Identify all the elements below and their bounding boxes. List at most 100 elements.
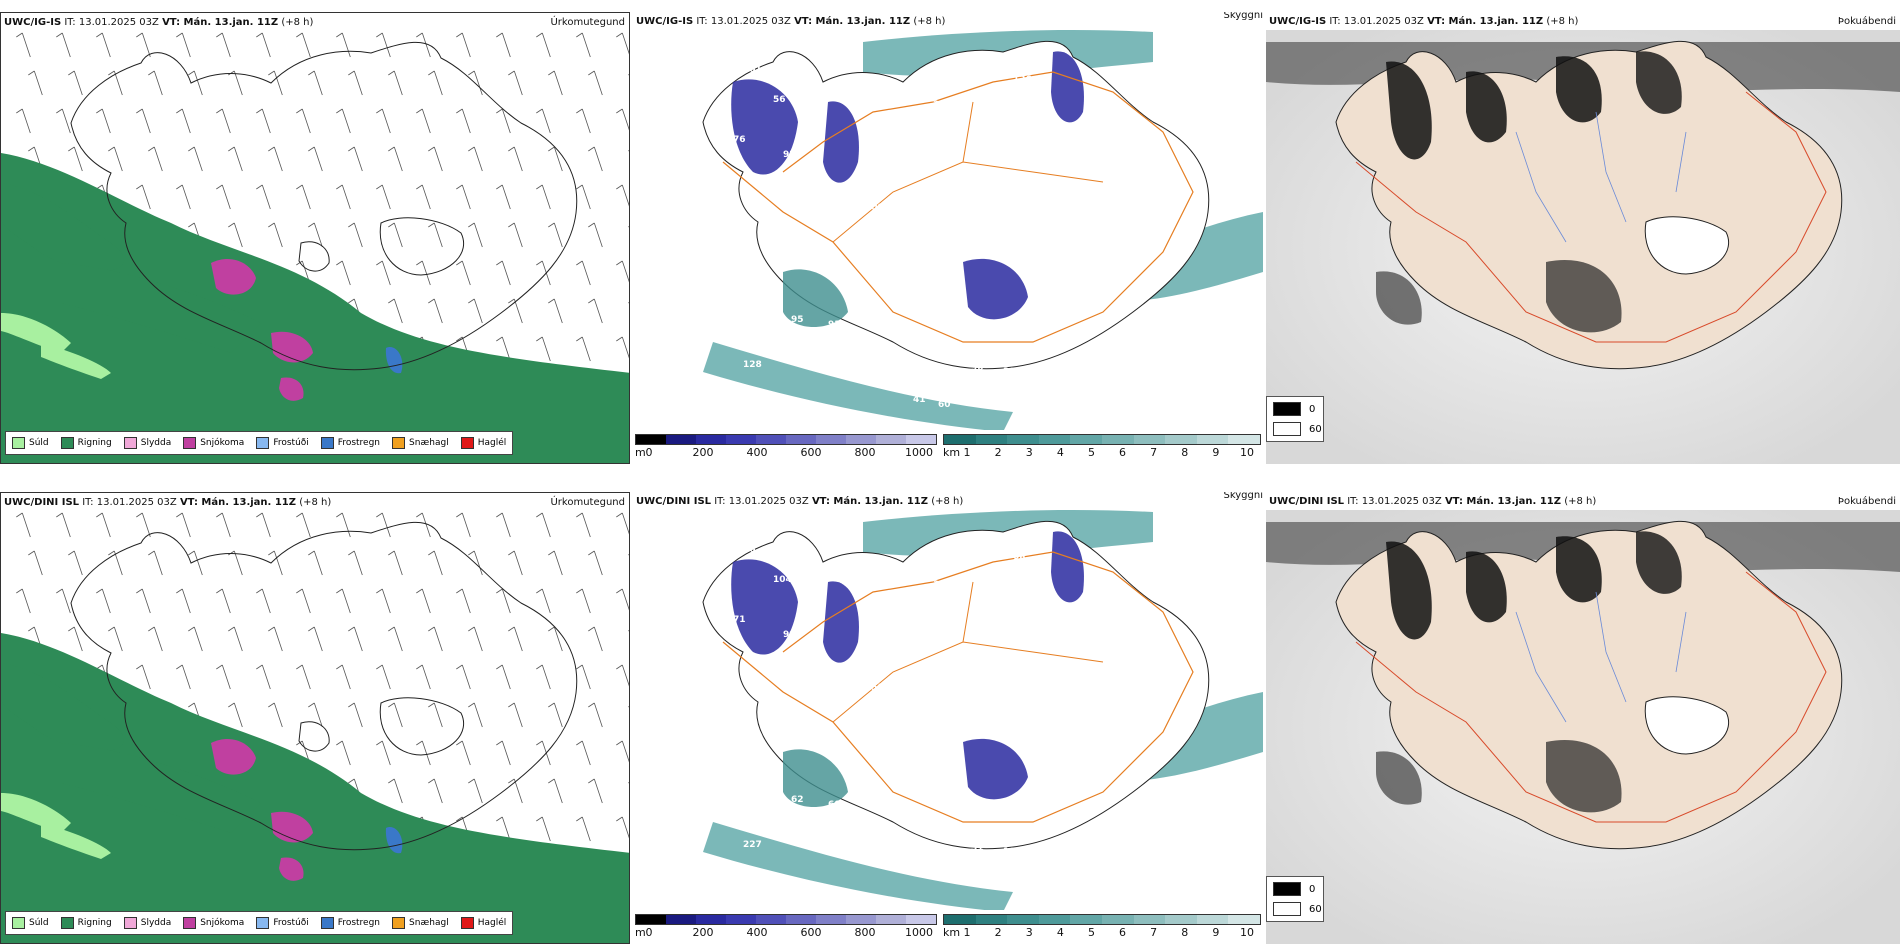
cloud-dark: [1376, 271, 1422, 325]
colorbar-step: [696, 435, 726, 444]
colorbar-tick: 0: [645, 926, 653, 939]
wind-barb: [376, 32, 391, 58]
visibility-value-label: 93: [993, 575, 1006, 585]
low-vis-area: [1051, 51, 1084, 123]
wind-barb: [348, 702, 363, 728]
wind-barb: [216, 512, 231, 538]
colorbar-tick: 10: [1240, 926, 1254, 939]
colorbar-step: [816, 915, 846, 924]
colorbar-tick: 5: [1087, 926, 1095, 939]
colorbar-tick: 0: [645, 446, 653, 459]
cloud-legend-swatch: [1273, 402, 1301, 416]
fog-band: [703, 342, 1013, 432]
visibility-value-label: 131: [958, 170, 977, 180]
low-vis-area: [963, 258, 1028, 320]
wind-barb: [536, 664, 551, 690]
precip-rain-band: [1, 183, 125, 272]
wind-barb: [176, 32, 191, 58]
wind-barb: [616, 32, 629, 55]
wind-barb: [308, 550, 323, 576]
legend-item: Snjókoma: [183, 917, 244, 929]
wind-barb: [548, 626, 563, 652]
wind-barb: [628, 782, 629, 784]
visibility-value-label: 83: [713, 245, 726, 255]
colorbar-step: [1133, 435, 1166, 444]
visibility-value-label: 73: [868, 125, 881, 135]
snow-patch: [211, 258, 256, 295]
cloud-legend-value: 0: [1309, 883, 1316, 895]
wind-barb: [268, 550, 283, 576]
visibility-value-label: 99: [783, 630, 796, 640]
wind-barb: [576, 184, 591, 210]
wind-barb: [616, 740, 629, 763]
visibility-value-label: 397: [951, 833, 970, 843]
wind-barb: [296, 32, 311, 58]
visibility-value-label: 358: [933, 580, 952, 590]
wind-barb: [548, 70, 563, 96]
wind-barb: [576, 32, 591, 58]
wind-barb: [496, 664, 511, 690]
legend-label: Slydda: [140, 918, 172, 928]
visibility-value-label: 72: [1028, 847, 1041, 857]
iceland-coastline: [70, 41, 578, 371]
legend-label: Frostúði: [273, 438, 309, 448]
wind-barb: [496, 184, 511, 210]
visibility-value-label: 77: [813, 185, 826, 195]
colorbar-tick: 4: [1056, 926, 1064, 939]
colorbar-step: [1228, 915, 1260, 924]
visibility-value-label: 46: [783, 830, 796, 840]
wind-barb: [548, 550, 563, 576]
snow-patch: [271, 811, 313, 843]
legend-label: Súld: [29, 918, 49, 928]
wind-barb: [588, 550, 603, 576]
panel-title: Úrkomutegund: [550, 17, 625, 28]
road-network: [1355, 91, 1827, 343]
drizzle-streak: [41, 823, 111, 859]
legend-item: Súld: [12, 437, 49, 449]
colorbar-tick: 400: [746, 926, 768, 939]
wind-barb: [536, 108, 551, 134]
colorbar-tick: 8: [1181, 926, 1189, 939]
visibility-value-label: 28: [933, 100, 946, 110]
wind-barb: [576, 512, 591, 538]
low-vis-area: [823, 581, 859, 663]
elevation-colorbar: [635, 914, 937, 925]
wind-barb: [336, 588, 351, 614]
legend-swatch: [60, 917, 74, 929]
legend-label: Snjókoma: [200, 438, 245, 448]
cloud-dark: [1546, 740, 1622, 813]
colorbar-step: [726, 915, 756, 924]
wind-barb: [456, 184, 471, 210]
wind-barb: [536, 32, 551, 58]
wind-barb: [628, 630, 629, 632]
colorbars: m 0 200 400 600 800 1000 km 1 2 3 4 5 6 7 8 9 10: [633, 910, 1263, 944]
visibility-value-label: 136: [1013, 75, 1032, 85]
colorbar-step: [1038, 435, 1071, 444]
wind-barb: [148, 146, 163, 172]
visibility-value-label: 79: [813, 665, 826, 675]
wind-barb: [468, 222, 483, 248]
visibility-value-label: 91: [793, 205, 806, 215]
colorbar-tick: 200: [692, 926, 714, 939]
colorbar-tick: 1: [963, 446, 971, 459]
wind-barb: [108, 146, 123, 172]
legend-swatch: [256, 917, 270, 929]
wind-barb: [68, 70, 83, 96]
legend-swatch: [12, 917, 25, 929]
colorbar-tick: 1: [963, 926, 971, 939]
colorbar-tick: 7: [1150, 926, 1158, 939]
colorbar-step: [1070, 915, 1102, 924]
wind-barb: [256, 512, 271, 538]
wind-barb: [108, 626, 123, 652]
wind-barb: [428, 702, 443, 728]
visibility-value-label: 58: [951, 353, 964, 363]
wind-barb: [376, 740, 391, 766]
legend-label: Slydda: [140, 438, 172, 448]
wind-barb: [376, 588, 391, 614]
wind-barb: [508, 626, 523, 652]
wind-barb: [148, 626, 163, 652]
visibility-value-label: 40: [998, 595, 1011, 605]
legend-swatch: [183, 437, 197, 449]
wind-barb: [216, 664, 231, 690]
